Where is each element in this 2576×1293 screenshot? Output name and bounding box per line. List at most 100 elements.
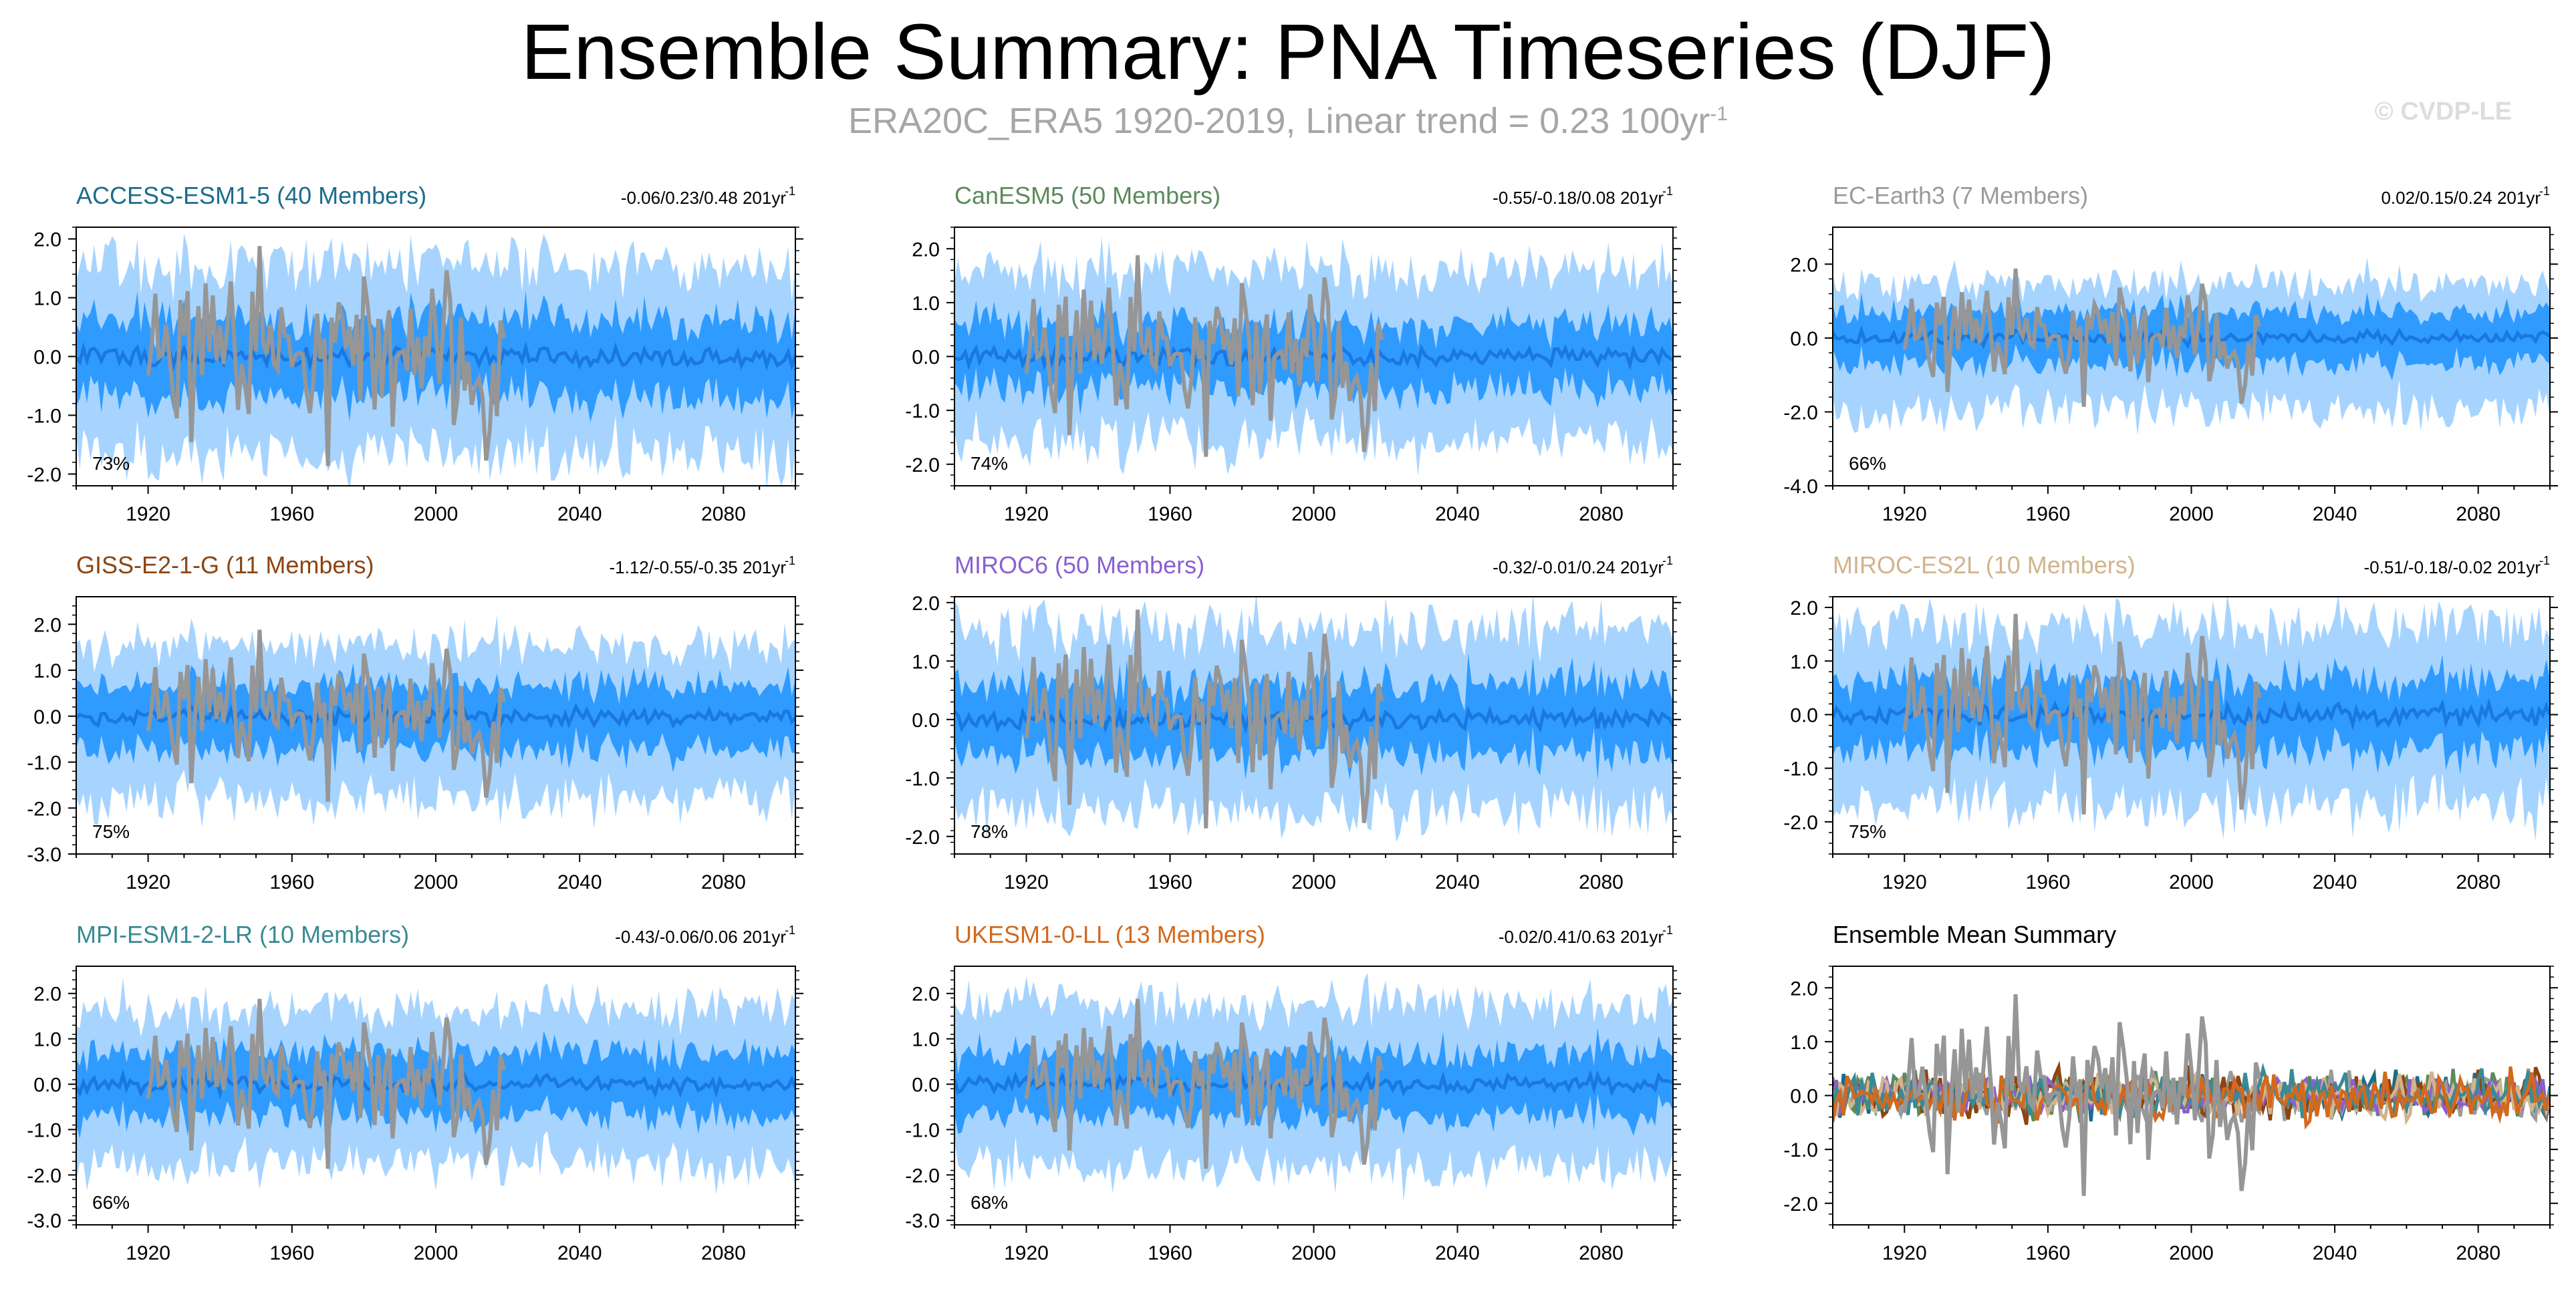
y-tick-label: -2.0 <box>1783 1193 1818 1215</box>
panel-access: 2.0 1.0 0.0 -1.0 -2.0 1920 1960 2000 2040 2080 ACC… <box>27 182 803 525</box>
y-tick-label: 0.0 <box>33 706 61 728</box>
x-tick-label: 1920 <box>1004 503 1049 525</box>
panel-trend-sup: -1 <box>785 554 795 567</box>
observed-line <box>1024 609 1384 829</box>
y-tick-label: -3.0 <box>905 1210 940 1232</box>
observed-line <box>146 629 507 802</box>
panel-percentage: 66% <box>1849 453 1886 474</box>
y-tick-label: -1.0 <box>905 768 940 790</box>
panel-ensmean: 2.0 1.0 0.0 -1.0 -2.0 1920 1960 2000 2040 2080 Ens… <box>1783 921 2558 1264</box>
y-tick-label: 0.0 <box>912 1074 940 1097</box>
panel-title: MPI-ESM1-2-LR (10 Members) <box>76 921 409 948</box>
x-tick-label: 1920 <box>1882 871 1927 893</box>
page-subtitle: ERA20C_ERA5 1920-2019, Linear trend = 0.… <box>0 100 2576 142</box>
y-tick-label: 0.0 <box>912 710 940 732</box>
panel-giss-plot-area <box>76 615 795 829</box>
panel-trend-sup: -1 <box>1662 923 1673 937</box>
x-tick-label: 2080 <box>701 871 746 893</box>
panel-title: Ensemble Mean Summary <box>1833 921 2116 948</box>
panel-giss: 2.0 1.0 0.0 -1.0 -2.0 -3.0 1920 1960 2000 2040 208… <box>27 551 803 893</box>
y-tick-label: 0.0 <box>1790 328 1818 350</box>
x-tick-label: 2000 <box>414 1242 459 1264</box>
panel-trend: -0.02/0.41/0.63 201yr <box>1499 927 1664 947</box>
panel-mpi-plot-area <box>76 977 795 1195</box>
x-tick-label: 1960 <box>1148 503 1192 525</box>
x-tick-label: 2040 <box>557 871 602 893</box>
y-tick-label: -1.0 <box>1783 758 1818 780</box>
observed-line <box>1902 268 2262 407</box>
x-tick-label: 2040 <box>2313 871 2357 893</box>
y-tick-label: 1.0 <box>33 1029 61 1051</box>
panel-title: ACCESS-ESM1-5 (40 Members) <box>76 182 426 209</box>
x-tick-label: 2040 <box>1435 503 1480 525</box>
panel-ecearth: 2.0 0.0 -2.0 -4.0 1920 1960 2000 2040 2080 EC-Ear… <box>1783 182 2558 525</box>
observed-line <box>1024 255 1384 457</box>
observed-line <box>1902 613 2262 815</box>
x-tick-label: 2080 <box>2456 871 2500 893</box>
observed-line <box>146 998 507 1169</box>
x-tick-label: 1920 <box>1882 503 1927 525</box>
panel-trend-sup: -1 <box>785 184 795 198</box>
y-tick-label: 0.0 <box>1790 1086 1818 1108</box>
x-tick-label: 2040 <box>2313 1242 2357 1264</box>
panel-ecearth-plot-area <box>1833 257 2550 436</box>
panel-trend-sup: -1 <box>1662 554 1673 567</box>
x-tick-label: 1920 <box>126 503 170 525</box>
y-tick-label: 2.0 <box>33 614 61 636</box>
x-tick-label: 1920 <box>1004 1242 1049 1264</box>
x-tick-label: 1920 <box>1882 1242 1927 1264</box>
x-tick-label: 2080 <box>701 503 746 525</box>
y-tick-label: 0.0 <box>1790 704 1818 726</box>
y-tick-label: -1.0 <box>1783 1139 1818 1161</box>
panel-percentage: 66% <box>92 1192 130 1213</box>
y-tick-label: 1.0 <box>1790 1032 1818 1054</box>
panel-trend-sup: -1 <box>2539 554 2550 567</box>
y-tick-label: -2.0 <box>905 1165 940 1187</box>
y-tick-label: 2.0 <box>33 984 61 1006</box>
x-tick-label: 1920 <box>126 871 170 893</box>
panel-trend: -0.32/-0.01/0.24 201yr <box>1493 557 1664 577</box>
page-title: Ensemble Summary: PNA Timeseries (DJF) <box>521 8 2055 96</box>
panel-title: MIROC6 (50 Members) <box>954 551 1204 579</box>
x-tick-label: 2040 <box>1435 1242 1480 1264</box>
y-tick-label: 2.0 <box>1790 978 1818 1000</box>
panel-title: UKESM1-0-LL (13 Members) <box>954 921 1265 948</box>
panel-access-plot-area <box>76 233 795 486</box>
panel-percentage: 74% <box>971 453 1008 474</box>
y-tick-label: -1.0 <box>27 1119 61 1141</box>
panel-trend: -0.55/-0.18/0.08 201yr <box>1493 188 1664 208</box>
panel-ukesm: 2.0 1.0 0.0 -1.0 -2.0 -3.0 1920 1960 2000 2040 208… <box>905 921 1681 1264</box>
x-tick-label: 2040 <box>2313 503 2357 525</box>
y-tick-label: 1.0 <box>912 1029 940 1051</box>
panel-trend-sup: -1 <box>2539 184 2550 198</box>
panel-trend: 0.02/0.15/0.24 201yr <box>2381 188 2541 208</box>
panel-miroc6: 2.0 1.0 0.0 -1.0 -2.0 1920 1960 2000 2040 2080 MIR… <box>905 551 1681 893</box>
y-tick-label: 0.0 <box>912 347 940 369</box>
x-tick-label: 1960 <box>269 503 314 525</box>
x-tick-label: 2080 <box>701 1242 746 1264</box>
x-tick-label: 2000 <box>1291 503 1336 525</box>
y-tick-label: -2.0 <box>27 1165 61 1187</box>
panel-trend: -0.51/-0.18/-0.02 201yr <box>2364 557 2541 577</box>
x-tick-label: 2000 <box>2169 871 2214 893</box>
x-tick-label: 2080 <box>2456 1242 2500 1264</box>
x-tick-label: 2000 <box>2169 503 2214 525</box>
y-tick-label: 1.0 <box>33 288 61 310</box>
x-tick-label: 2000 <box>414 871 459 893</box>
panel-percentage: 75% <box>92 821 130 842</box>
panel-title: CanESM5 (50 Members) <box>954 182 1220 209</box>
x-tick-label: 1960 <box>2026 871 2071 893</box>
y-tick-label: 0.0 <box>33 1074 61 1097</box>
x-tick-label: 1960 <box>2026 503 2071 525</box>
copyright-label: © CVDP-LE <box>2374 98 2512 126</box>
x-tick-label: 2000 <box>1291 1242 1336 1264</box>
y-tick-label: 1.0 <box>1790 651 1818 673</box>
y-tick-label: 1.0 <box>912 293 940 315</box>
y-tick-label: 2.0 <box>912 593 940 615</box>
y-tick-label: 2.0 <box>33 229 61 251</box>
x-tick-label: 1960 <box>269 1242 314 1264</box>
y-tick-label: -2.0 <box>27 798 61 820</box>
y-tick-label: 0.0 <box>33 347 61 369</box>
y-tick-label: -2.0 <box>905 827 940 849</box>
